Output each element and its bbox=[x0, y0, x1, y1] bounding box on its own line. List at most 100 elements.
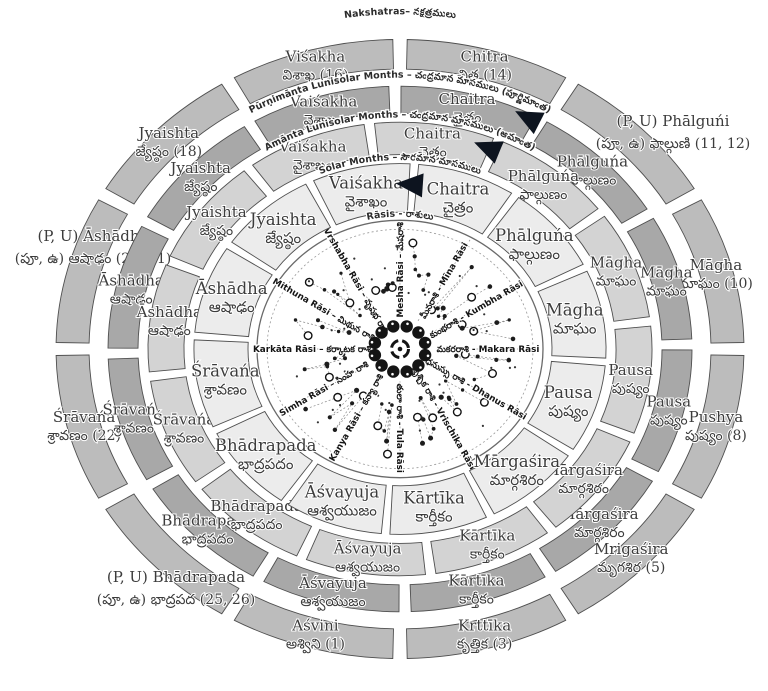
constellation-figure bbox=[353, 257, 397, 296]
purnimanta-ring-label: Mārgaśira bbox=[560, 505, 639, 523]
nakshatra-ring-label: శ్రావణం (22) bbox=[47, 428, 121, 444]
purnimanta-ring-label: మార్గశిరం bbox=[574, 525, 625, 543]
constellation-figure bbox=[373, 394, 394, 459]
amanta-ring-segment bbox=[169, 170, 268, 270]
nakshatra-ring-label: Pushya bbox=[689, 408, 744, 426]
amanta-ring-label: Vaiśakha bbox=[278, 138, 347, 156]
amanta-ring-label: మార్గశిరం bbox=[558, 481, 609, 499]
solar-ring-label: Śrāvańa bbox=[191, 361, 260, 381]
amanta-ring: Chaitraచైత్రంPhālguńaఫాల్గుణంMāghaమాఘంPa… bbox=[135, 121, 654, 578]
rasi-boundary-line bbox=[431, 285, 522, 334]
purnimanta-ring-label: Āshādha bbox=[98, 272, 164, 290]
amanta-ring-segment bbox=[150, 376, 226, 483]
nakshatra-ring-label: కృత్తిక (3) bbox=[457, 636, 512, 654]
amanta-ring-label: వైశాఖం bbox=[293, 158, 333, 175]
solar-ring-label: శ్రావణం bbox=[204, 381, 248, 400]
nakshatra-ring-label: Aśvini bbox=[291, 616, 338, 634]
amanta-ring-label: Śrāvańa bbox=[153, 411, 215, 429]
nakshatra-ring-segment bbox=[55, 354, 129, 499]
purnimanta-ring-label: జ్యేష్ఠం bbox=[184, 179, 218, 197]
purnimanta-ring-segment bbox=[531, 121, 648, 224]
solar-ring-label: Māgha bbox=[546, 300, 604, 319]
nakshatra-ring-label: మృగశిర (5) bbox=[597, 560, 665, 578]
solar-ring-label: Kārtīka bbox=[403, 488, 465, 507]
rasi-boundary-line bbox=[431, 364, 522, 413]
solar-ring-label: Vaiśakha bbox=[328, 174, 403, 193]
rasi-boundary-line bbox=[278, 364, 369, 413]
purnimanta-ring-label: పుష్యం bbox=[650, 412, 688, 430]
purnimanta-ring-segment bbox=[107, 357, 174, 481]
amanta-ring-label: Mārgaśira bbox=[544, 461, 623, 479]
rasi-label: Mesha Rāsi – మేషరాశి bbox=[395, 222, 406, 318]
purnimanta-ring-segment bbox=[400, 85, 537, 141]
amanta-ring-label: Phālguńa bbox=[508, 167, 579, 185]
purnimanta-ring-label: శ్రావణం bbox=[113, 421, 154, 437]
purnimanta-ring-label: భాద్రపదం bbox=[182, 531, 234, 547]
purnimanta-ring-label: వైశాఖం bbox=[304, 112, 344, 129]
solar-ring-label: Āshādha bbox=[195, 278, 268, 298]
nakshatra-ring-label: Krttīka bbox=[458, 616, 511, 634]
amanta-ring-segment bbox=[147, 264, 201, 373]
amanta-year-start-arrow bbox=[474, 141, 504, 164]
solar-ring-segment bbox=[287, 463, 387, 535]
amanta-ring-label: ఆశ్వయుజం bbox=[335, 560, 400, 577]
nakshatra-ring-segment bbox=[560, 493, 695, 615]
nakshatra-ring-segment bbox=[233, 593, 394, 659]
purnimanta-ring-segment bbox=[152, 474, 269, 577]
nakshatra-ring-segment bbox=[560, 83, 695, 205]
purnimanta-ring-label: Āśvayuja bbox=[298, 574, 367, 592]
nakshatra-ring-label: విశాఖ (16) bbox=[282, 68, 348, 84]
nakshatra-ring-segment bbox=[105, 493, 240, 615]
nakshatra-ring-label: చిత్ర (14) bbox=[457, 68, 512, 85]
constellation-figure bbox=[304, 271, 362, 318]
nakshatra-label-outside: (P, U) Bhādrapada bbox=[107, 568, 245, 586]
amanta-ring-segment bbox=[251, 123, 370, 192]
solar-ring-segment bbox=[537, 270, 607, 359]
amanta-ring-label: జ్యేష్ఠం bbox=[200, 223, 234, 241]
constellation-figure bbox=[303, 387, 368, 432]
solar-ring-label: Phālguńa bbox=[495, 226, 574, 245]
solar-ring-label: Pausa bbox=[544, 383, 593, 402]
amanta-ring-segment bbox=[599, 325, 653, 434]
amanta-ring-label: ఫాల్గుణం bbox=[519, 187, 567, 205]
solar-ring-label: ఆషాఢం bbox=[209, 298, 255, 316]
purnimanta-ring-label: చైత్రం bbox=[453, 110, 482, 127]
nakshatra-ring-segment bbox=[105, 83, 240, 205]
purnimanta-ring-segment bbox=[254, 85, 391, 145]
nakshatra-ring-label: Jyaishta bbox=[137, 124, 200, 142]
purnimanta-ring-segment bbox=[626, 217, 693, 341]
nakshatra-ring-segment bbox=[671, 354, 745, 499]
solar-ring-segment bbox=[413, 163, 513, 235]
nakshatra-ring-segment bbox=[233, 39, 394, 105]
purnimanta-ring-label: Vaiśakha bbox=[289, 92, 358, 110]
amanta-ring-segment bbox=[201, 468, 313, 557]
rasi-label: తులా రాశి - Tula Rāsi bbox=[394, 384, 404, 473]
solar-ring-label: Jyaishta bbox=[248, 210, 317, 229]
solar-ring-segment bbox=[216, 410, 314, 502]
purnimanta-ring-label: ఆషాఢం bbox=[110, 292, 153, 308]
amanta-ring-label: Pausa bbox=[608, 361, 653, 379]
purnimanta-ring-segment bbox=[631, 349, 693, 473]
amanta-ring-segment bbox=[487, 141, 599, 230]
rasi-label: మకరరాశి - Makara Rāsi bbox=[437, 345, 540, 355]
solar-ring-label: Āśvayuja bbox=[304, 482, 380, 502]
amanta-ring-label: Jyaishta bbox=[184, 203, 247, 221]
constellation-figure bbox=[407, 238, 431, 296]
amanta-ring-label: శ్రావణం bbox=[163, 431, 204, 447]
purnimanta-ring-label: Śrāvańa bbox=[102, 401, 164, 419]
solar-ring-label: మాఘం bbox=[553, 319, 597, 337]
solar-ring-segment bbox=[468, 427, 569, 515]
center-emblem bbox=[368, 320, 432, 378]
purnimanta-ring-label: మాఘం bbox=[646, 283, 687, 299]
rasi-label: Karkāta Rāsi – కర్కాటక రాశి bbox=[253, 345, 371, 356]
amanta-ring-label: కార్తీకం bbox=[470, 546, 505, 563]
solar-ring-segment bbox=[194, 248, 273, 338]
purnimanta-ring-segment bbox=[263, 557, 400, 613]
purnimanta-ring-segment bbox=[538, 467, 654, 572]
constellation-figure bbox=[295, 351, 347, 382]
purnimanta-ring-label: Chaitra bbox=[438, 90, 495, 108]
solar-ring-label: వైశాఖం bbox=[345, 193, 388, 212]
solar-ring-label: కార్తీకం bbox=[415, 507, 453, 526]
nakshatra-label-outside: (పూ, ఉ) భాద్రపద (25, 26) bbox=[97, 592, 255, 608]
